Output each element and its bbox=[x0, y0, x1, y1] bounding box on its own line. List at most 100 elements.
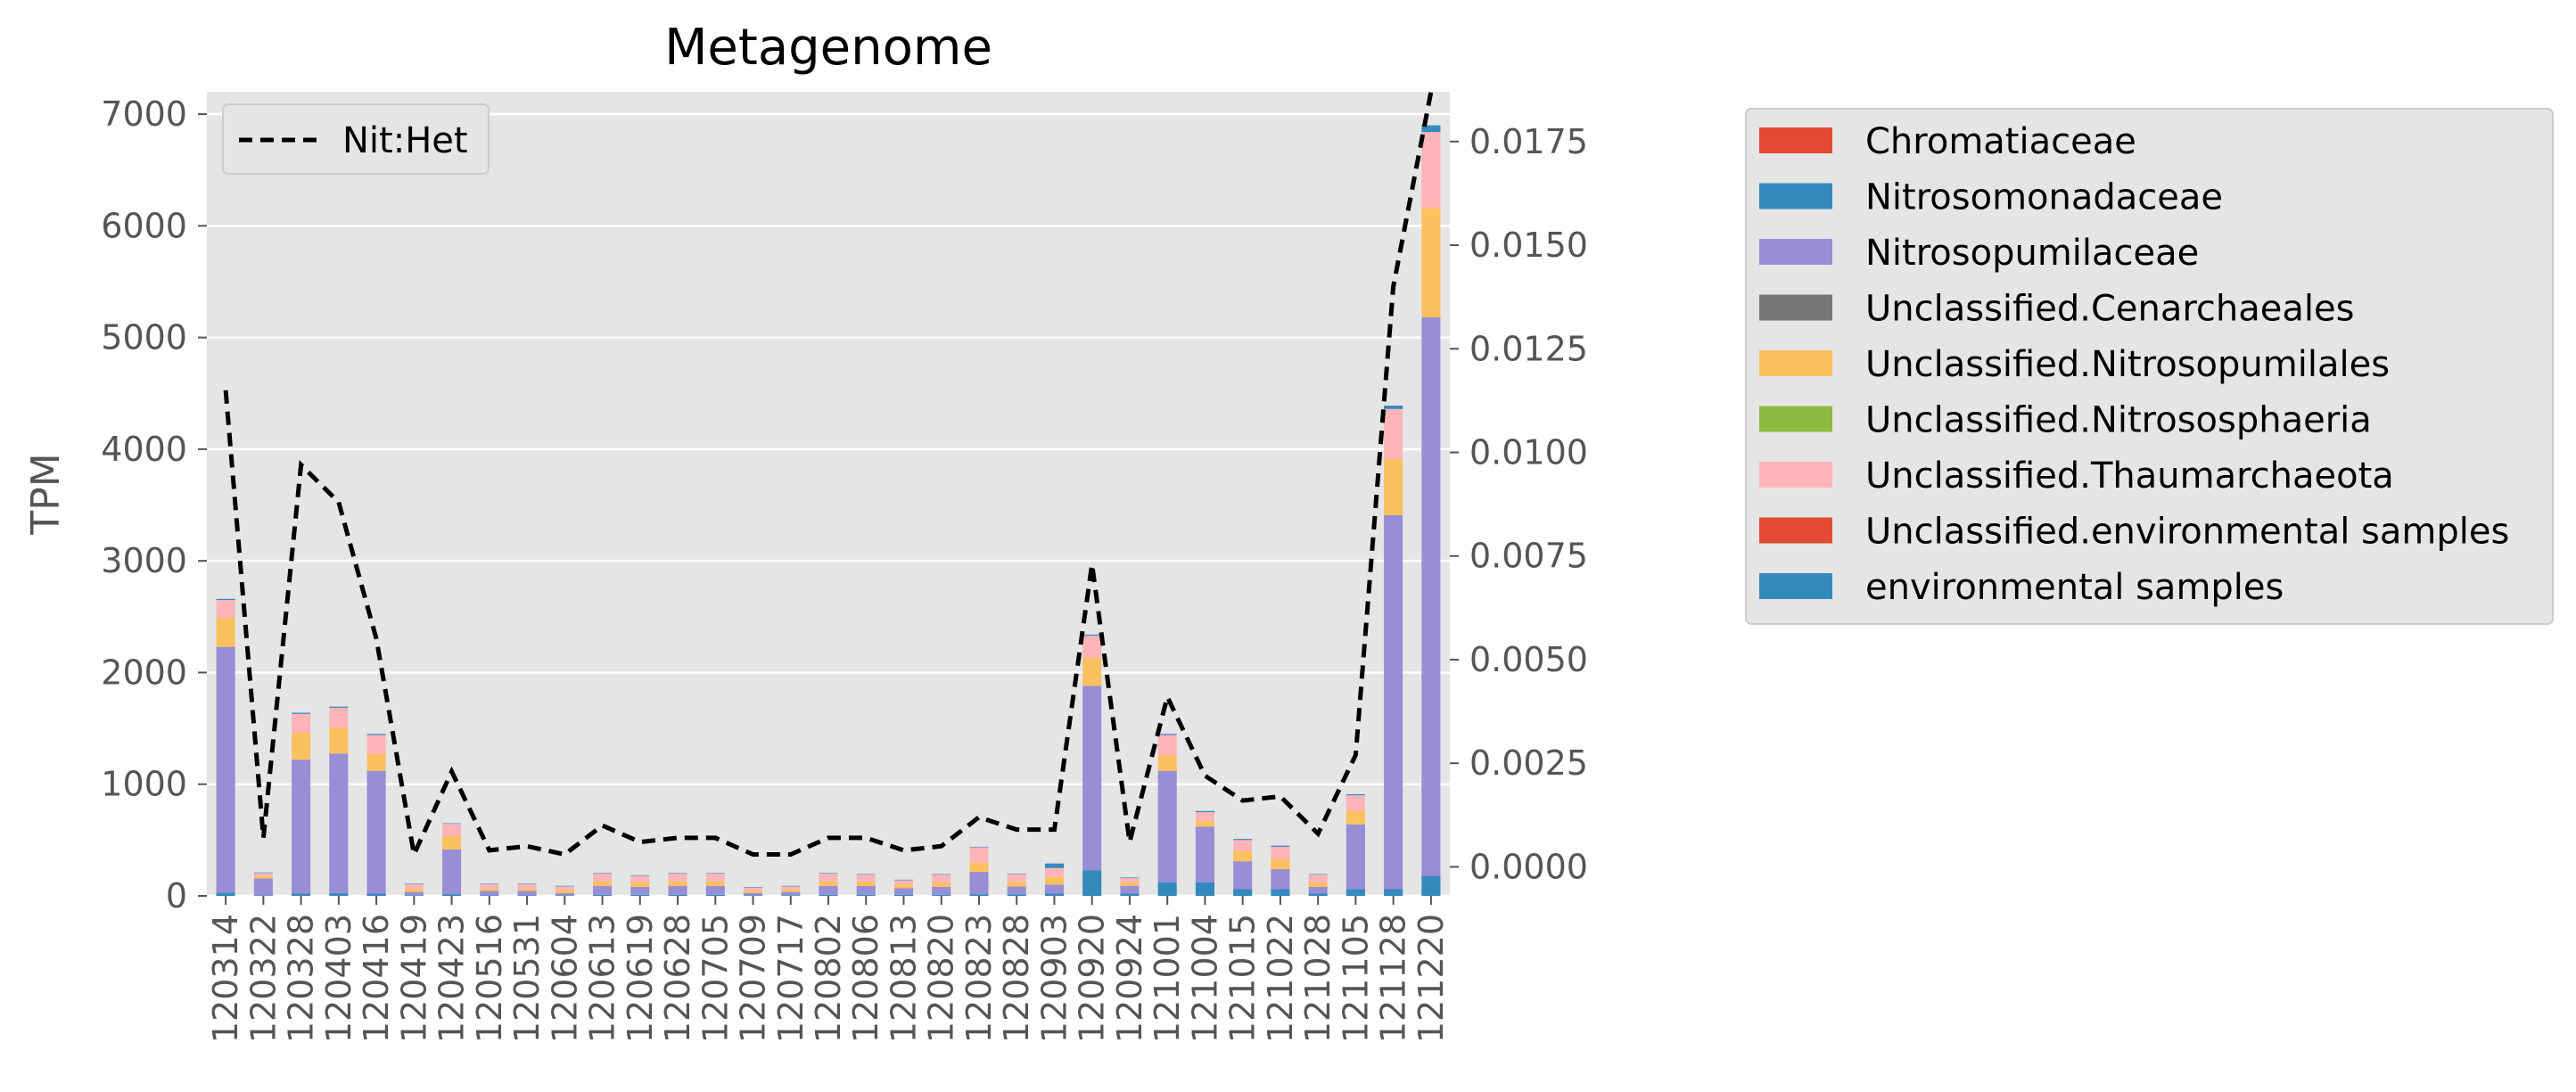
bar-segment bbox=[517, 883, 537, 889]
y2-tick-label: 0.0000 bbox=[1469, 847, 1588, 886]
bar-segment bbox=[630, 874, 650, 876]
bar-segment bbox=[1082, 634, 1102, 636]
bar-segment bbox=[1384, 406, 1403, 409]
y-tick-label: 6000 bbox=[101, 206, 187, 245]
bar-segment bbox=[366, 753, 386, 771]
bar-segment bbox=[1120, 877, 1140, 878]
x-tick-label: 120920 bbox=[1073, 914, 1112, 1043]
bar-segment bbox=[1308, 886, 1328, 894]
y-tick-label: 7000 bbox=[101, 94, 187, 134]
bar-segment bbox=[893, 888, 914, 895]
y2-tick-label: 0.0150 bbox=[1469, 226, 1588, 265]
bar-segment bbox=[480, 883, 499, 889]
bar-segment bbox=[856, 874, 876, 882]
y2-tick-label: 0.0100 bbox=[1469, 433, 1588, 472]
bar-segment bbox=[1082, 636, 1102, 659]
legend-label: Nitrosopumilaceae bbox=[1865, 233, 2199, 274]
bar-segment bbox=[932, 874, 951, 883]
x-tick-label: 121004 bbox=[1185, 914, 1224, 1043]
bar-segment bbox=[856, 874, 876, 875]
bar-segment bbox=[630, 875, 650, 883]
bar-segment bbox=[781, 890, 801, 892]
bar-segment bbox=[1195, 821, 1214, 827]
bar-segment bbox=[216, 892, 235, 896]
bar-segment bbox=[1157, 755, 1177, 771]
bar-segment bbox=[1384, 889, 1403, 896]
bar-segment bbox=[1346, 795, 1365, 811]
bar-segment bbox=[253, 872, 273, 874]
plot-background bbox=[207, 92, 1450, 896]
x-tick-label: 120924 bbox=[1110, 914, 1149, 1043]
bar-segment bbox=[442, 850, 462, 895]
bar-segment bbox=[366, 770, 386, 894]
legend-swatch bbox=[1759, 350, 1832, 376]
bar-segment bbox=[329, 753, 349, 893]
bar-segment bbox=[630, 882, 650, 887]
x-tick-label: 120416 bbox=[357, 914, 396, 1043]
bar-segment bbox=[555, 890, 574, 893]
bar-segment bbox=[517, 883, 537, 884]
x-tick-label: 120823 bbox=[959, 914, 999, 1043]
bar-segment bbox=[1195, 882, 1214, 896]
ratio-line bbox=[223, 91, 1434, 862]
bar-segment bbox=[292, 759, 311, 894]
bar-segment bbox=[329, 706, 349, 708]
bar-segment bbox=[668, 894, 687, 896]
bar-segment bbox=[1007, 874, 1026, 883]
bar-segment bbox=[969, 847, 989, 864]
bar-segment bbox=[630, 894, 650, 896]
bar-segment bbox=[480, 891, 499, 896]
bar-segment bbox=[592, 873, 613, 882]
series-legend-box bbox=[1745, 108, 2554, 625]
x-tick-label: 120516 bbox=[470, 914, 509, 1043]
bar-segment bbox=[819, 881, 838, 886]
bar-segment bbox=[1346, 793, 1365, 796]
bar-segment bbox=[1195, 812, 1214, 822]
bar-segment bbox=[592, 873, 613, 874]
bar-segment bbox=[216, 618, 235, 647]
bar-segment bbox=[1346, 889, 1365, 896]
bar-segment bbox=[1082, 870, 1102, 896]
y-tick-label: 2000 bbox=[101, 653, 187, 692]
bar-segment bbox=[517, 891, 537, 896]
bar-segment bbox=[1233, 889, 1253, 896]
bar-segment bbox=[442, 824, 462, 836]
bar-segment bbox=[329, 892, 349, 896]
bar-segment bbox=[1082, 686, 1102, 871]
bar-segment bbox=[555, 895, 574, 896]
bar-segment bbox=[1421, 125, 1441, 133]
bar-segment bbox=[1007, 886, 1026, 895]
ratio-line-path bbox=[223, 91, 1434, 862]
y-axis-left: 0 1000 2000 3000 4000 5000 6000 7000 bbox=[101, 94, 207, 915]
bar-segment bbox=[1233, 850, 1253, 862]
legend-label: Unclassified.Nitrososphaeria bbox=[1865, 400, 2372, 441]
bar-segment bbox=[1384, 408, 1403, 460]
x-tick-label: 121001 bbox=[1148, 914, 1187, 1043]
bar-segment bbox=[292, 713, 311, 734]
bar-segment bbox=[893, 884, 914, 889]
bar-segment bbox=[1120, 885, 1140, 894]
bar-segment bbox=[705, 885, 725, 895]
bar-segment bbox=[292, 712, 311, 714]
bar-segment bbox=[1384, 514, 1403, 890]
bar-segment bbox=[253, 876, 273, 879]
bar-segment bbox=[668, 881, 687, 886]
bar-segment bbox=[1007, 894, 1026, 896]
y-tick-label: 0 bbox=[166, 876, 187, 915]
bar-segment bbox=[781, 885, 801, 887]
bar-segment bbox=[404, 883, 424, 884]
x-tick-label: 121028 bbox=[1298, 914, 1337, 1043]
chart-title: Metagenome bbox=[664, 19, 992, 77]
y-axis-label: TPM bbox=[23, 453, 69, 535]
bar-segment bbox=[668, 873, 687, 882]
x-tick-label: 121015 bbox=[1223, 914, 1263, 1043]
bar-segment bbox=[969, 863, 989, 873]
x-tick-label: 120813 bbox=[884, 914, 923, 1043]
bar-segment bbox=[1044, 863, 1065, 868]
bar-segment bbox=[932, 894, 951, 896]
x-tick-label: 120802 bbox=[809, 914, 848, 1043]
bar-segment bbox=[856, 894, 876, 896]
legend-swatch bbox=[1759, 406, 1832, 432]
line-legend-label: Nit:Het bbox=[342, 120, 468, 161]
bar-segment bbox=[781, 895, 801, 896]
